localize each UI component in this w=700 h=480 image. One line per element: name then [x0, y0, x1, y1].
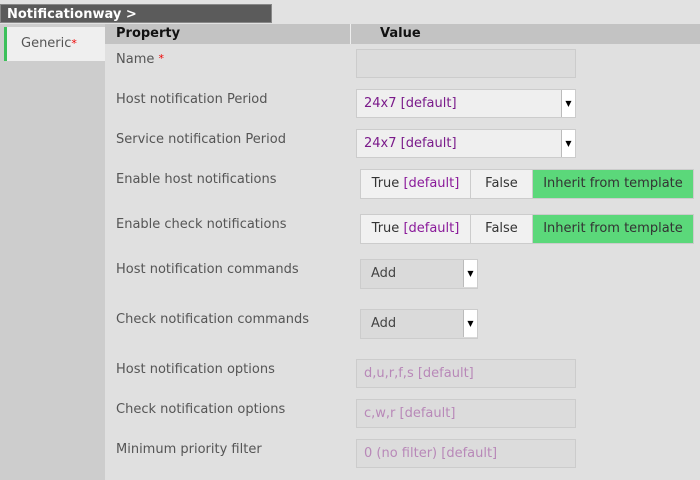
name-label: Name *	[116, 52, 164, 67]
check-cmds-label: Check notification commands	[116, 312, 310, 327]
check-opts-label: Check notification options	[116, 402, 286, 417]
enable-host-toggle: True [default] False Inherit from templa…	[360, 169, 694, 199]
host-cmds-label: Host notification commands	[116, 262, 299, 277]
host-opts-label: Host notification options	[116, 362, 275, 377]
enable-check-toggle: True [default] False Inherit from templa…	[360, 214, 694, 244]
service-period-label: Service notification Period	[116, 132, 286, 147]
min-priority-label: Minimum priority filter	[116, 442, 262, 457]
false-option[interactable]: False	[471, 215, 533, 243]
check-opts-input[interactable]: c,w,r [default]	[356, 399, 576, 428]
true-option[interactable]: True [default]	[361, 170, 471, 198]
chevron-down-icon[interactable]: ▼	[561, 130, 575, 157]
value-header: Value	[380, 26, 421, 41]
true-option[interactable]: True [default]	[361, 215, 471, 243]
chevron-down-icon[interactable]: ▼	[561, 90, 575, 117]
sidebar: Generic*	[0, 24, 105, 480]
host-period-label: Host notification Period	[116, 92, 268, 107]
host-cmds-select[interactable]: Add ▼	[360, 259, 478, 289]
host-opts-input[interactable]: d,u,r,f,s [default]	[356, 359, 576, 388]
breadcrumb[interactable]: Notificationway >	[0, 4, 272, 23]
chevron-down-icon[interactable]: ▼	[463, 260, 477, 287]
divider	[350, 24, 351, 44]
required-marker: *	[71, 37, 77, 50]
service-period-select[interactable]: 24x7 [default] ▼	[356, 129, 576, 158]
host-period-select[interactable]: 24x7 [default] ▼	[356, 89, 576, 118]
tab-generic[interactable]: Generic*	[4, 27, 105, 61]
properties-table: Property Value Name * Host notification …	[105, 24, 700, 480]
false-option[interactable]: False	[471, 170, 533, 198]
inherit-option[interactable]: Inherit from template	[533, 215, 693, 243]
property-header: Property	[116, 26, 181, 41]
table-header: Property Value	[105, 24, 700, 44]
enable-host-label: Enable host notifications	[116, 172, 277, 187]
enable-check-label: Enable check notifications	[116, 217, 287, 232]
inherit-option[interactable]: Inherit from template	[533, 170, 693, 198]
tab-label: Generic	[21, 36, 72, 51]
min-priority-input[interactable]: 0 (no filter) [default]	[356, 439, 576, 468]
check-cmds-select[interactable]: Add ▼	[360, 309, 478, 339]
chevron-down-icon[interactable]: ▼	[463, 310, 477, 337]
name-input[interactable]	[356, 49, 576, 78]
